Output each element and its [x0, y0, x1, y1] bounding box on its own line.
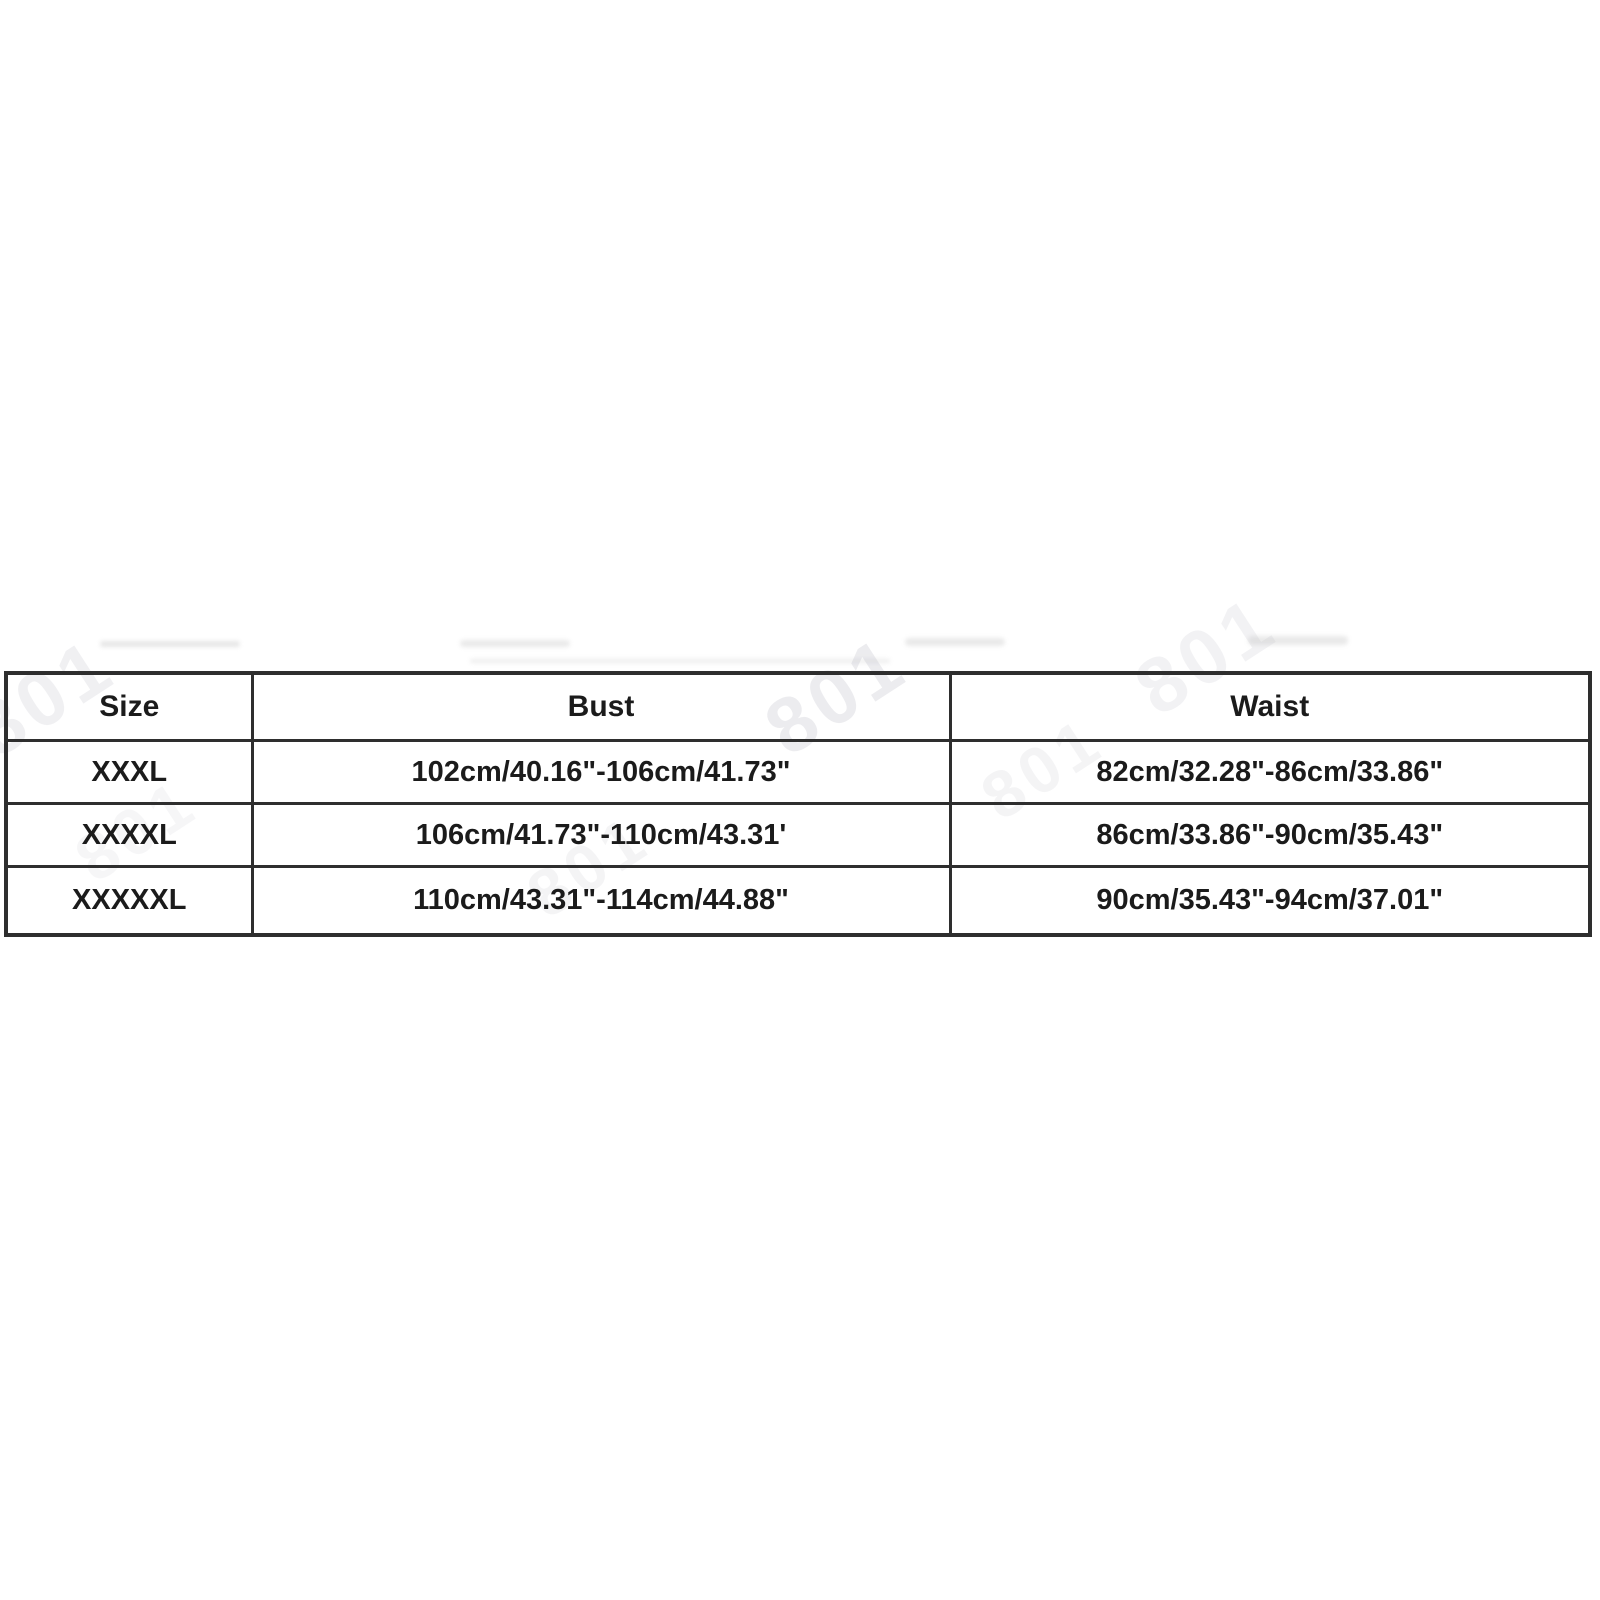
table-row-xxxl: XXXL 102cm/40.16"-106cm/41.73" 82cm/32.2…	[4, 739, 1592, 805]
cell-size: XXXL	[4, 739, 254, 805]
column-header-bust: Bust	[250, 671, 952, 742]
cell-waist: 82cm/32.28"-86cm/33.86"	[948, 739, 1592, 805]
smudge-artifact	[460, 640, 570, 647]
cell-waist: 90cm/35.43"-94cm/37.01"	[948, 865, 1592, 937]
cell-bust: 102cm/40.16"-106cm/41.73"	[250, 739, 952, 805]
smudge-artifact	[100, 641, 240, 647]
size-chart-table: Size Bust Waist XXXL 102cm/40.16"-106cm/…	[4, 671, 1592, 937]
table-row-xxxxxl: XXXXXL 110cm/43.31"-114cm/44.88" 90cm/35…	[4, 865, 1592, 937]
cell-bust: 106cm/41.73"-110cm/43.31'	[250, 802, 952, 868]
table-row-xxxxl: XXXXL 106cm/41.73"-110cm/43.31' 86cm/33.…	[4, 802, 1592, 868]
cell-bust: 110cm/43.31"-114cm/44.88"	[250, 865, 952, 937]
cell-waist: 86cm/33.86"-90cm/35.43"	[948, 802, 1592, 868]
header-row: Size Bust Waist	[4, 671, 1592, 742]
cell-size: XXXXXL	[4, 865, 254, 937]
column-header-size: Size	[4, 671, 254, 742]
smudge-artifact	[905, 638, 1005, 646]
smudge-artifact	[1248, 636, 1348, 645]
column-header-waist: Waist	[948, 671, 1592, 742]
cell-size: XXXXL	[4, 802, 254, 868]
smudge-artifact	[470, 659, 890, 663]
